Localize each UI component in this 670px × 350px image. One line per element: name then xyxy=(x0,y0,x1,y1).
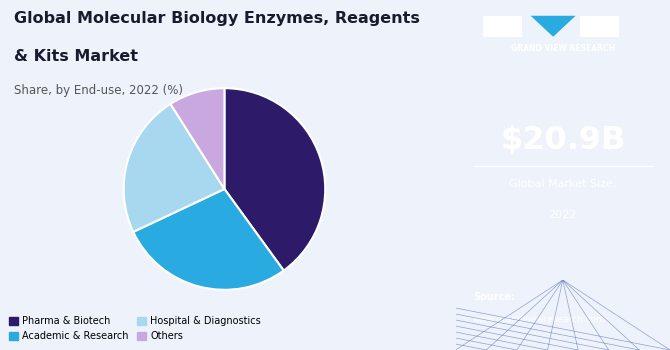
Wedge shape xyxy=(224,88,325,271)
Text: Global Market Size,: Global Market Size, xyxy=(509,178,616,189)
Text: $20.9B: $20.9B xyxy=(500,125,626,155)
Wedge shape xyxy=(133,189,283,290)
Legend: Pharma & Biotech, Academic & Research, Hospital & Diagnostics, Others: Pharma & Biotech, Academic & Research, H… xyxy=(5,313,265,345)
Text: Global Molecular Biology Enzymes, Reagents: Global Molecular Biology Enzymes, Reagen… xyxy=(13,10,419,26)
Polygon shape xyxy=(531,16,576,37)
Wedge shape xyxy=(170,88,224,189)
Text: Source:: Source: xyxy=(473,292,515,302)
Wedge shape xyxy=(124,104,224,232)
Text: www.grandviewresearch.com: www.grandviewresearch.com xyxy=(473,315,606,324)
FancyBboxPatch shape xyxy=(484,16,522,37)
Text: Share, by End-use, 2022 (%): Share, by End-use, 2022 (%) xyxy=(13,84,183,97)
Text: 2022: 2022 xyxy=(549,210,577,220)
Text: & Kits Market: & Kits Market xyxy=(13,49,137,64)
FancyBboxPatch shape xyxy=(580,16,618,37)
Text: GRAND VIEW RESEARCH: GRAND VIEW RESEARCH xyxy=(511,44,615,53)
